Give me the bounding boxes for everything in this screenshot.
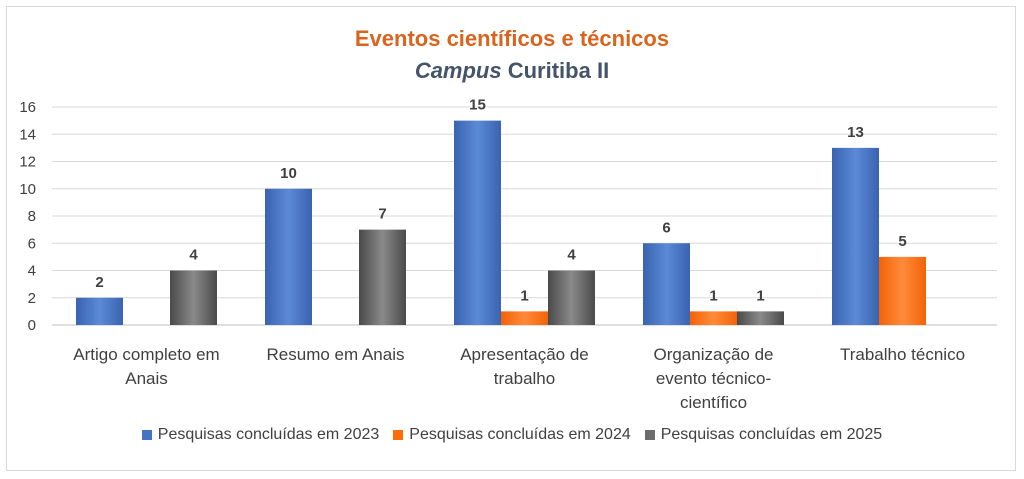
- y-tick-label: 10: [19, 181, 36, 198]
- bar: [454, 120, 501, 325]
- chart-subtitle-location: Curitiba II: [507, 58, 610, 83]
- y-tick-label: 4: [28, 263, 36, 280]
- data-label: 4: [567, 247, 576, 264]
- legend-label: Pesquisas concluídas em 2024: [409, 426, 631, 443]
- x-tick-label: Anais: [125, 369, 168, 388]
- legend-label: Pesquisas concluídas em 2025: [660, 426, 883, 443]
- x-tick-label: Artigo completo em: [73, 345, 219, 364]
- chart-title: Eventos científicos e técnicos: [354, 26, 670, 51]
- x-tick-label: Apresentação de: [460, 345, 589, 364]
- legend-swatch: [393, 430, 404, 440]
- x-tick-label: Organização de: [653, 345, 773, 364]
- chart-subtitle-campus: Campus: [414, 58, 502, 83]
- data-label: 5: [898, 233, 906, 250]
- x-tick-label: trabalho: [494, 369, 555, 388]
- bar: [501, 311, 548, 325]
- bar: [548, 270, 595, 325]
- legend-item: Pesquisas concluídas em 2025: [644, 426, 883, 444]
- y-tick-label: 14: [19, 126, 36, 143]
- bar: [690, 311, 737, 325]
- legend-item: Pesquisas concluídas em 2023: [141, 426, 380, 444]
- data-label: 1: [709, 287, 717, 304]
- data-label: 1: [520, 287, 528, 304]
- x-tick-label: Trabalho técnico: [840, 345, 965, 364]
- data-label: 10: [280, 165, 297, 182]
- legend-label: Pesquisas concluídas em 2023: [157, 426, 380, 443]
- bar: [265, 188, 312, 325]
- y-tick-label: 6: [28, 235, 36, 252]
- bar: [737, 311, 784, 325]
- bar: [832, 147, 879, 325]
- y-tick-label: 0: [28, 317, 36, 334]
- chart-subtitle: Campus Curitiba II: [0, 58, 1024, 84]
- data-label: 7: [378, 206, 386, 223]
- chart-legend: Pesquisas concluídas em 2023 Pesquisas co…: [0, 426, 1024, 444]
- data-label: 15: [469, 97, 486, 114]
- x-tick-label: evento técnico-: [656, 369, 771, 388]
- legend-swatch: [644, 430, 655, 440]
- y-tick-label: 12: [19, 154, 36, 171]
- legend-swatch: [141, 430, 152, 440]
- bar: [359, 229, 406, 325]
- bar: [643, 243, 690, 325]
- bar: [170, 270, 217, 325]
- x-tick-label: científico: [680, 393, 747, 412]
- y-tick-label: 16: [19, 99, 36, 116]
- data-label: 2: [95, 274, 103, 291]
- y-tick-label: 2: [28, 290, 36, 307]
- data-label: 4: [189, 247, 198, 264]
- bar: [76, 297, 123, 325]
- data-label: 13: [847, 124, 864, 141]
- x-tick-label: Resumo em Anais: [267, 345, 405, 364]
- bar: [879, 256, 926, 325]
- legend-item: Pesquisas concluídas em 2024: [393, 426, 631, 444]
- data-label: 1: [756, 287, 764, 304]
- data-label: 6: [662, 219, 670, 236]
- y-tick-label: 8: [28, 208, 36, 225]
